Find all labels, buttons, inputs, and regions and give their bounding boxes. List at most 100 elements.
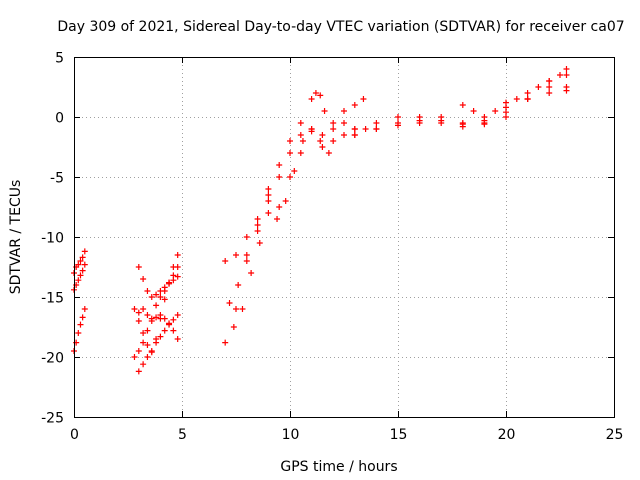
data-point: [416, 120, 423, 126]
data-point: [274, 216, 281, 222]
data-point: [287, 174, 293, 180]
data-point: [470, 108, 477, 114]
data-point: [170, 327, 177, 334]
data-point: [513, 96, 520, 102]
data-point: [321, 108, 328, 114]
data-point: [265, 198, 272, 204]
data-point: [325, 150, 332, 156]
y-tick-label: -15: [41, 291, 64, 307]
y-tick-label: 0: [55, 111, 64, 127]
x-tick-label: 0: [70, 427, 79, 443]
data-point: [222, 258, 229, 264]
data-point: [351, 132, 358, 138]
data-point: [256, 240, 263, 246]
data-point: [239, 306, 246, 312]
data-point: [75, 261, 82, 268]
data-point: [276, 174, 283, 180]
data-point: [351, 102, 358, 108]
y-tick-label: 5: [55, 51, 64, 67]
y-tick-label: -25: [41, 411, 64, 427]
data-point: [157, 294, 164, 300]
data-point: [481, 120, 488, 126]
y-tick-label: -5: [50, 171, 64, 187]
data-point: [140, 361, 147, 368]
series-track-o: [373, 66, 570, 132]
data-point: [157, 333, 164, 340]
data-point: [557, 72, 563, 78]
x-tick-label: 15: [390, 427, 408, 443]
data-point: [174, 273, 181, 280]
data-point: [459, 123, 466, 130]
data-point: [243, 258, 250, 264]
data-point: [144, 327, 151, 334]
data-point: [254, 228, 261, 234]
data-point: [135, 368, 142, 375]
x-tick-label: 5: [178, 427, 187, 443]
data-point: [144, 312, 151, 318]
data-point: [276, 162, 283, 168]
data-point: [265, 186, 272, 192]
data-point: [330, 138, 337, 144]
series-track-h: [135, 264, 181, 300]
data-point: [287, 150, 293, 156]
y-tick-label: -10: [41, 231, 64, 247]
series-track-g: [135, 306, 181, 342]
data-point: [81, 306, 88, 312]
series-track-l: [230, 126, 332, 330]
data-point: [265, 210, 272, 216]
data-point: [170, 277, 177, 284]
data-point: [148, 348, 155, 354]
data-point: [254, 216, 261, 222]
y-axis-label: SDTVAR / TECUs: [8, 180, 24, 295]
data-point: [233, 306, 239, 312]
x-tick-labels: 0 5 10 15 20 25: [70, 427, 623, 443]
data-point: [140, 330, 147, 336]
ticks: [74, 57, 615, 418]
data-point: [312, 90, 319, 96]
data-point: [157, 288, 164, 294]
data-point: [563, 66, 570, 72]
data-point: [524, 90, 531, 96]
data-point: [77, 258, 84, 264]
data-point: [131, 306, 138, 312]
data-point: [459, 102, 466, 108]
data-point: [161, 327, 168, 334]
data-points: [71, 66, 570, 375]
data-point: [135, 309, 142, 316]
data-point: [170, 316, 177, 323]
data-point: [254, 222, 261, 228]
data-point: [535, 84, 542, 90]
data-point: [148, 294, 155, 300]
series-track-f: [135, 312, 181, 375]
data-point: [157, 312, 164, 318]
data-point: [276, 204, 283, 210]
data-point: [282, 198, 289, 204]
data-point: [330, 120, 337, 126]
data-point: [481, 114, 488, 120]
data-point: [144, 342, 151, 348]
data-point: [299, 138, 306, 144]
data-point: [153, 314, 160, 321]
data-point: [75, 330, 82, 336]
data-point: [140, 276, 147, 282]
data-point: [174, 252, 181, 258]
data-point: [360, 96, 367, 102]
data-point: [524, 96, 531, 102]
series-track-j: [226, 96, 367, 306]
data-point: [395, 114, 401, 120]
data-point: [222, 339, 229, 346]
data-point: [341, 120, 347, 126]
data-point: [140, 339, 147, 346]
data-point: [79, 267, 86, 274]
x-axis-label: GPS time / hours: [280, 459, 397, 475]
data-point: [492, 108, 499, 114]
data-point: [226, 300, 233, 306]
data-point: [317, 92, 324, 99]
data-point: [77, 272, 84, 279]
y-tick-label: -20: [41, 351, 64, 367]
data-point: [135, 348, 142, 354]
data-point: [144, 354, 151, 360]
x-tick-label: 25: [606, 427, 624, 443]
